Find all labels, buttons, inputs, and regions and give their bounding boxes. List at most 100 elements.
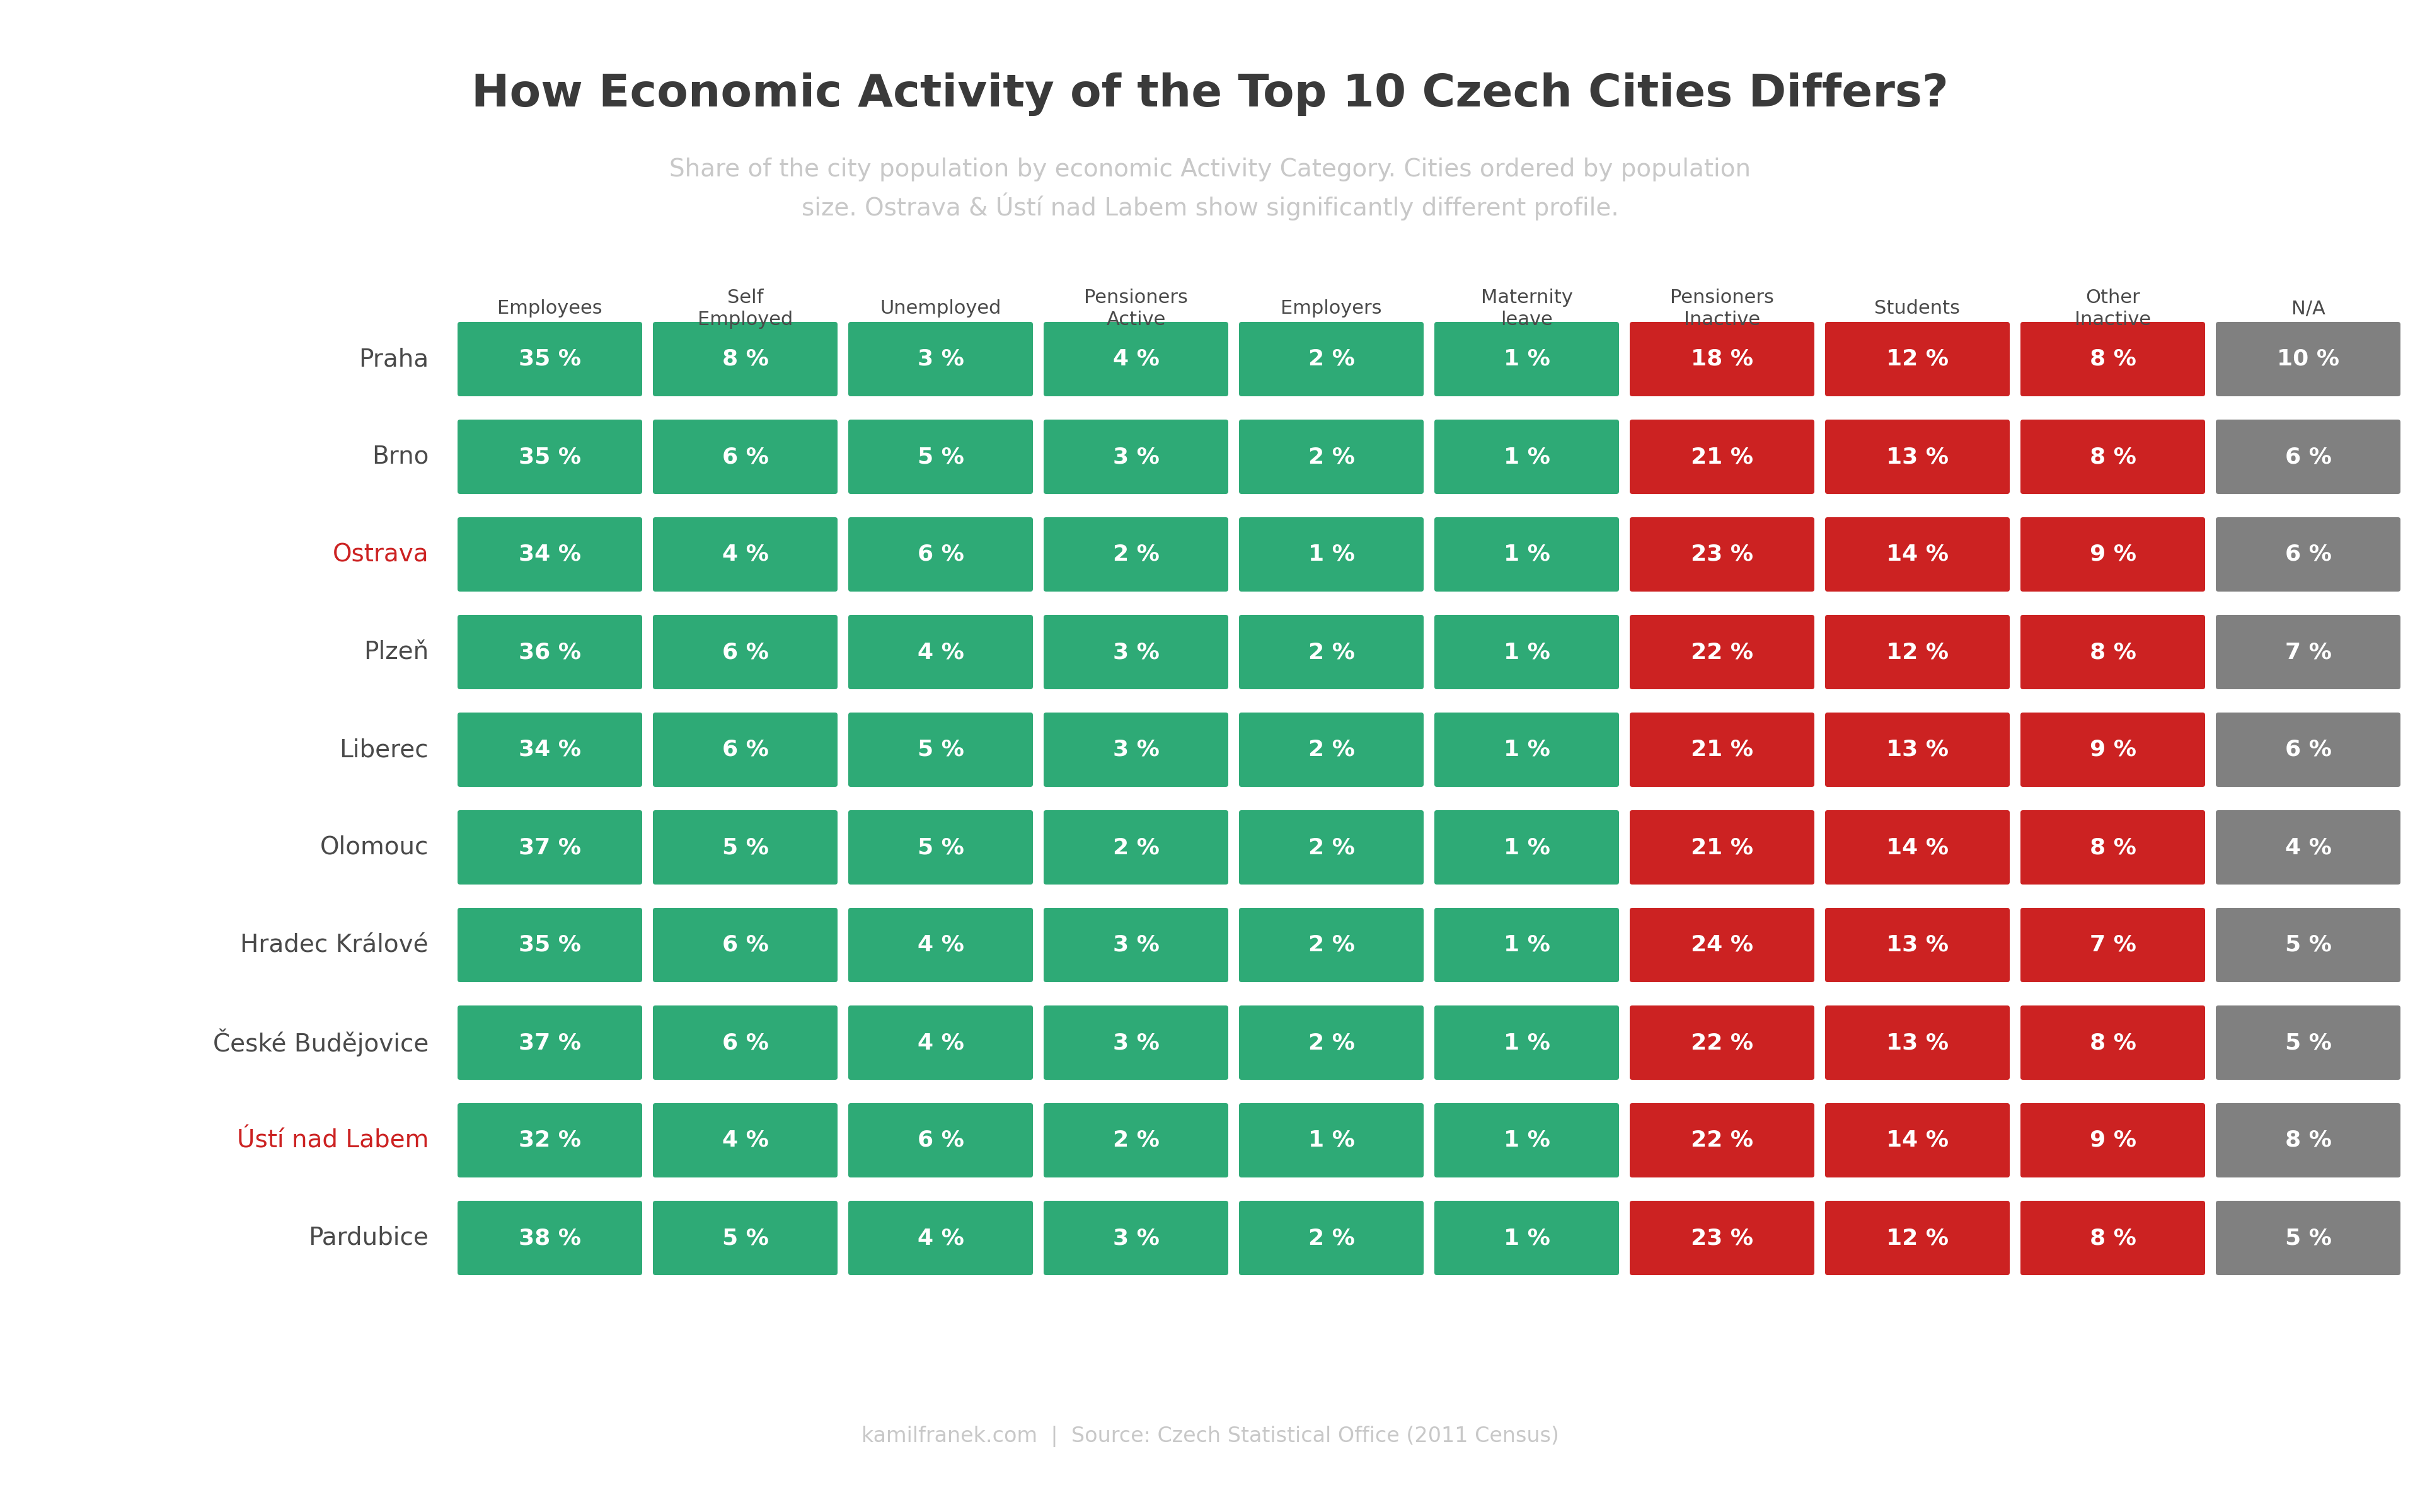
FancyBboxPatch shape: [1043, 1201, 1229, 1275]
FancyBboxPatch shape: [2021, 322, 2205, 396]
FancyBboxPatch shape: [2021, 712, 2205, 786]
Text: 6 %: 6 %: [2284, 544, 2330, 565]
Text: 1 %: 1 %: [1503, 446, 1549, 467]
FancyBboxPatch shape: [457, 517, 641, 591]
Text: 7 %: 7 %: [2284, 641, 2330, 662]
FancyBboxPatch shape: [1043, 419, 1229, 494]
Text: 18 %: 18 %: [1692, 348, 1752, 370]
FancyBboxPatch shape: [1629, 322, 1815, 396]
Text: 35 %: 35 %: [518, 934, 581, 956]
FancyBboxPatch shape: [1629, 1104, 1815, 1178]
Text: 3 %: 3 %: [1113, 739, 1159, 761]
FancyBboxPatch shape: [1435, 1005, 1619, 1080]
FancyBboxPatch shape: [653, 322, 837, 396]
FancyBboxPatch shape: [2021, 907, 2205, 983]
FancyBboxPatch shape: [2217, 1201, 2401, 1275]
Text: Praha: Praha: [358, 348, 428, 370]
FancyBboxPatch shape: [1435, 810, 1619, 885]
Text: How Economic Activity of the Top 10 Czech Cities Differs?: How Economic Activity of the Top 10 Czec…: [472, 73, 1948, 116]
FancyBboxPatch shape: [1043, 1104, 1229, 1178]
FancyBboxPatch shape: [1825, 907, 2009, 983]
FancyBboxPatch shape: [2021, 615, 2205, 689]
Text: 3 %: 3 %: [1113, 641, 1159, 662]
FancyBboxPatch shape: [2021, 517, 2205, 591]
Text: 13 %: 13 %: [1885, 934, 1948, 956]
FancyBboxPatch shape: [457, 1005, 641, 1080]
Text: Self
Employed: Self Employed: [697, 289, 794, 330]
Text: Unemployed: Unemployed: [881, 299, 1002, 318]
Text: Other
Inactive: Other Inactive: [2074, 289, 2151, 330]
Text: 1 %: 1 %: [1503, 1129, 1549, 1151]
Text: Maternity
leave: Maternity leave: [1481, 289, 1573, 330]
Text: 2 %: 2 %: [1309, 934, 1355, 956]
Text: 4 %: 4 %: [2284, 836, 2330, 857]
Text: 1 %: 1 %: [1309, 544, 1355, 565]
FancyBboxPatch shape: [457, 1201, 641, 1275]
FancyBboxPatch shape: [1629, 1201, 1815, 1275]
Text: 38 %: 38 %: [518, 1228, 581, 1249]
Text: 3 %: 3 %: [1113, 934, 1159, 956]
Text: 1 %: 1 %: [1503, 544, 1549, 565]
Text: Ústí nad Labem: Ústí nad Labem: [237, 1128, 428, 1152]
Text: 13 %: 13 %: [1885, 446, 1948, 467]
Text: 2 %: 2 %: [1309, 739, 1355, 761]
FancyBboxPatch shape: [1629, 712, 1815, 786]
FancyBboxPatch shape: [1239, 419, 1423, 494]
Text: 8 %: 8 %: [2088, 446, 2137, 467]
Text: 37 %: 37 %: [518, 836, 581, 857]
Text: 2 %: 2 %: [1309, 348, 1355, 370]
FancyBboxPatch shape: [2021, 1201, 2205, 1275]
Text: 8 %: 8 %: [2088, 348, 2137, 370]
FancyBboxPatch shape: [2217, 810, 2401, 885]
FancyBboxPatch shape: [653, 517, 837, 591]
FancyBboxPatch shape: [2021, 1005, 2205, 1080]
Text: 22 %: 22 %: [1692, 1129, 1752, 1151]
Text: 23 %: 23 %: [1692, 1228, 1752, 1249]
FancyBboxPatch shape: [2021, 810, 2205, 885]
FancyBboxPatch shape: [849, 615, 1033, 689]
Text: 8 %: 8 %: [2284, 1129, 2330, 1151]
Text: 1 %: 1 %: [1503, 1228, 1549, 1249]
FancyBboxPatch shape: [2217, 615, 2401, 689]
FancyBboxPatch shape: [457, 712, 641, 786]
Text: 8 %: 8 %: [2088, 836, 2137, 857]
FancyBboxPatch shape: [1043, 907, 1229, 983]
Text: 14 %: 14 %: [1885, 1129, 1948, 1151]
Text: 2 %: 2 %: [1113, 836, 1159, 857]
Text: 22 %: 22 %: [1692, 1031, 1752, 1054]
FancyBboxPatch shape: [1239, 712, 1423, 786]
Text: 4 %: 4 %: [721, 544, 770, 565]
Text: 14 %: 14 %: [1885, 836, 1948, 857]
Text: 5 %: 5 %: [917, 446, 963, 467]
Text: 12 %: 12 %: [1885, 1228, 1948, 1249]
Text: 13 %: 13 %: [1885, 739, 1948, 761]
FancyBboxPatch shape: [2021, 1104, 2205, 1178]
Text: 6 %: 6 %: [721, 446, 770, 467]
FancyBboxPatch shape: [1239, 907, 1423, 983]
FancyBboxPatch shape: [1825, 1201, 2009, 1275]
FancyBboxPatch shape: [457, 907, 641, 983]
FancyBboxPatch shape: [653, 1005, 837, 1080]
FancyBboxPatch shape: [849, 419, 1033, 494]
Text: Hradec Králové: Hradec Králové: [240, 933, 428, 957]
FancyBboxPatch shape: [1435, 907, 1619, 983]
FancyBboxPatch shape: [2021, 419, 2205, 494]
Text: Employers: Employers: [1280, 299, 1382, 318]
FancyBboxPatch shape: [457, 322, 641, 396]
Text: 35 %: 35 %: [518, 446, 581, 467]
FancyBboxPatch shape: [1043, 1005, 1229, 1080]
FancyBboxPatch shape: [2217, 712, 2401, 786]
Text: 13 %: 13 %: [1885, 1031, 1948, 1054]
FancyBboxPatch shape: [1629, 517, 1815, 591]
Text: 4 %: 4 %: [917, 934, 963, 956]
Text: Pardubice: Pardubice: [307, 1226, 428, 1250]
Text: 8 %: 8 %: [2088, 641, 2137, 662]
FancyBboxPatch shape: [1239, 615, 1423, 689]
FancyBboxPatch shape: [849, 1201, 1033, 1275]
FancyBboxPatch shape: [1043, 810, 1229, 885]
FancyBboxPatch shape: [2217, 322, 2401, 396]
Text: 5 %: 5 %: [721, 1228, 770, 1249]
FancyBboxPatch shape: [849, 810, 1033, 885]
Text: Olomouc: Olomouc: [319, 835, 428, 859]
Text: 2 %: 2 %: [1309, 836, 1355, 857]
